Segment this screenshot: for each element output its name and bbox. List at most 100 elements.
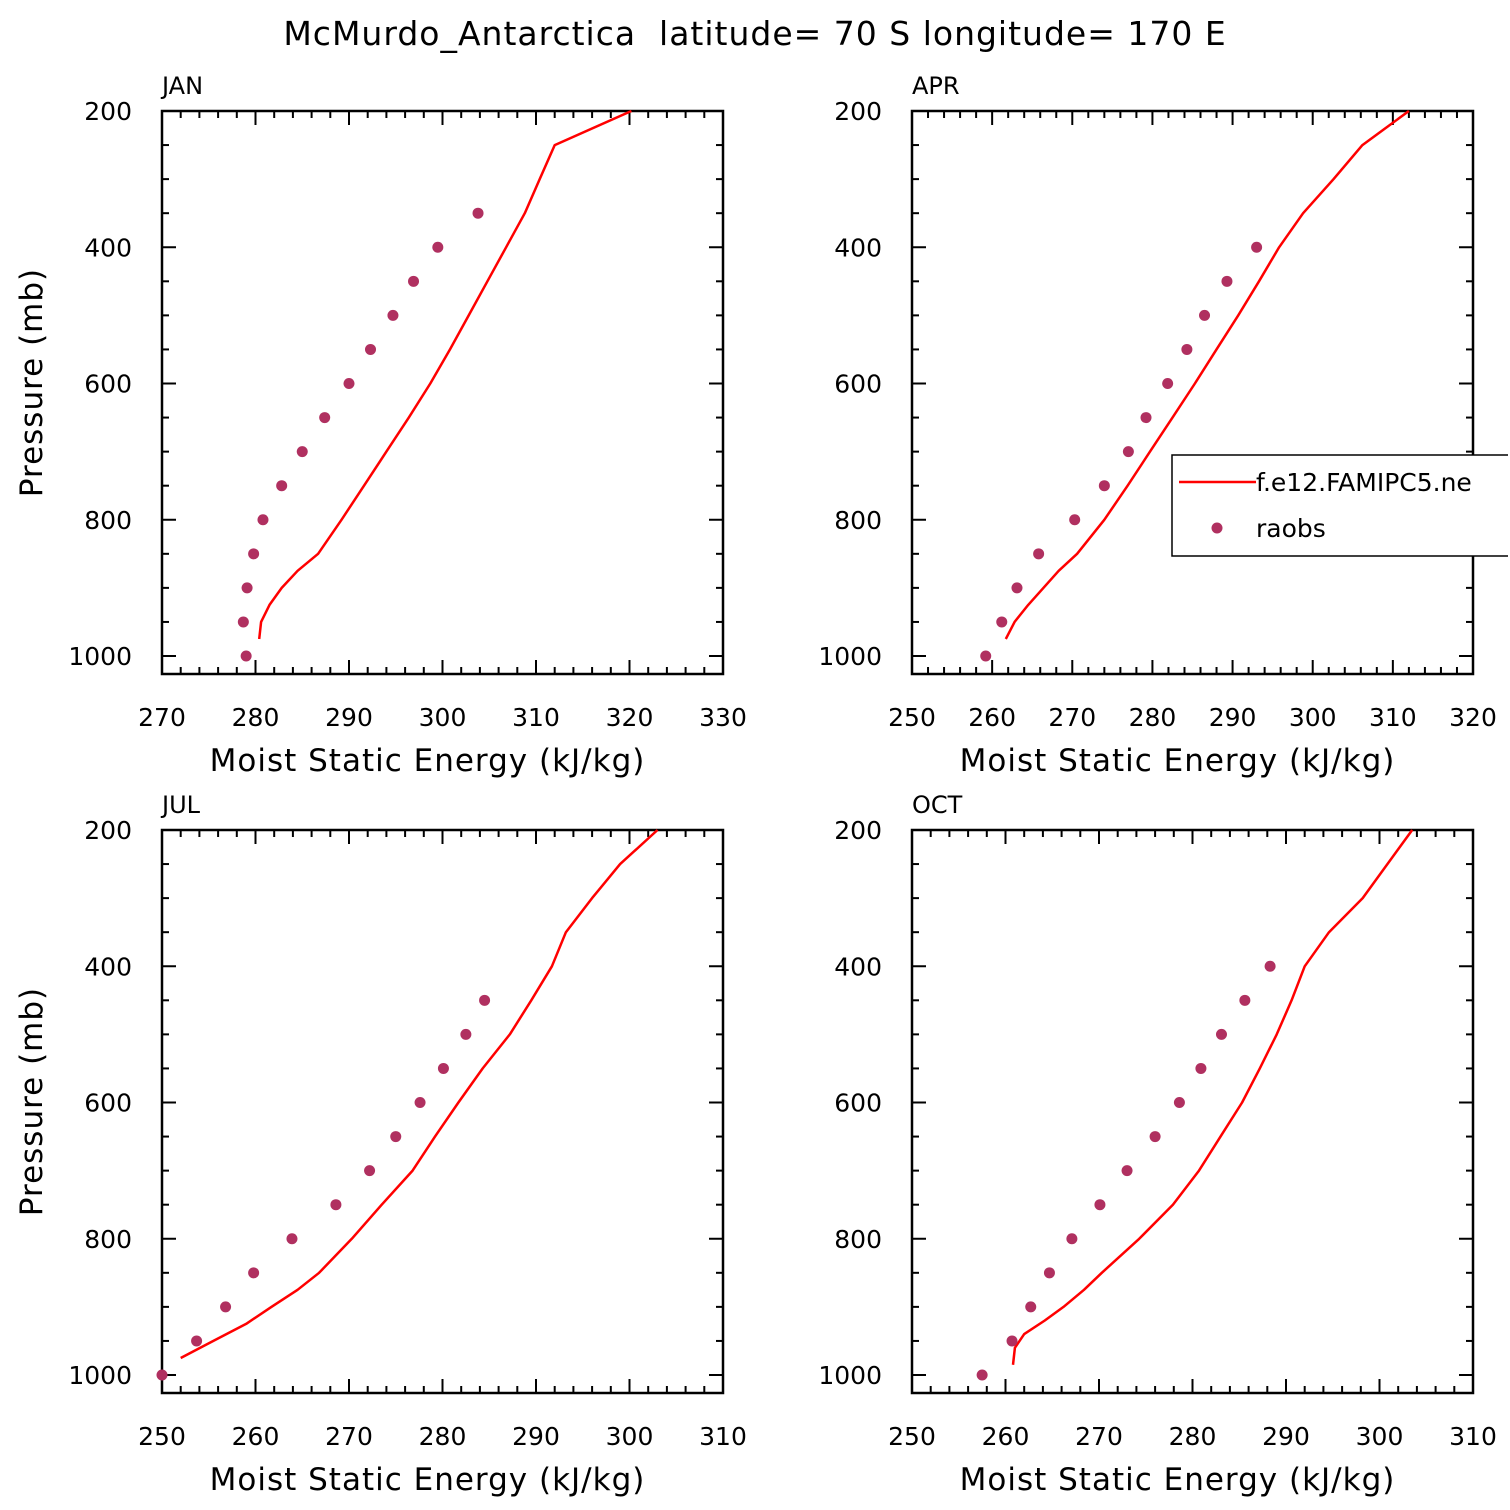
- plot-frame: [910, 109, 1475, 676]
- x-ticks: [911, 111, 1474, 674]
- raobs-point: [980, 650, 992, 662]
- raobs-point: [248, 548, 260, 560]
- plot-frame: [160, 828, 725, 1395]
- x-tick-label: 290: [512, 1422, 560, 1451]
- raobs-point: [365, 343, 377, 355]
- raobs-point: [1239, 994, 1251, 1006]
- raobs-point: [1006, 1335, 1018, 1347]
- raobs-point: [1162, 378, 1174, 389]
- legend-frame: [1171, 454, 1508, 557]
- y-tick-label: 600: [834, 370, 882, 399]
- x-tick-label: 270: [1048, 703, 1096, 732]
- x-tick-label: 300: [606, 1422, 654, 1451]
- raobs-point: [1069, 514, 1081, 526]
- model-line-oct: [1011, 829, 1414, 1365]
- y-tick-label: 200: [834, 97, 882, 126]
- x-ticks: [161, 111, 724, 674]
- raobs-point: [437, 1062, 449, 1074]
- figure-title: McMurdo_Antarctica latitude= 70 S longit…: [283, 14, 1226, 53]
- y-axis-title: Pressure (mb): [14, 987, 50, 1216]
- raobs-point: [296, 446, 308, 458]
- panel-title: APR: [912, 72, 960, 100]
- x-tick-label: 320: [1449, 703, 1497, 732]
- x-tick-label: 290: [325, 703, 373, 732]
- panel-title: JAN: [160, 72, 203, 100]
- y-tick-label: 800: [834, 1225, 882, 1254]
- x-tick-label: 290: [1262, 1422, 1310, 1451]
- panel-title: JUL: [160, 791, 201, 819]
- x-tick-label: 300: [1289, 703, 1337, 732]
- x-tick-label: 250: [138, 1422, 186, 1451]
- y-tick-label: 600: [834, 1089, 882, 1118]
- raobs-point: [1121, 1165, 1133, 1177]
- x-tick-label: 320: [606, 703, 654, 732]
- legend-label: raobs: [1256, 514, 1326, 543]
- x-tick-label: 270: [1075, 1422, 1123, 1451]
- model-line-apr: [1004, 109, 1410, 640]
- x-tick-label: 280: [232, 703, 280, 732]
- raobs-point: [472, 207, 484, 219]
- raobs-point: [1181, 343, 1193, 355]
- raobs-point: [387, 309, 399, 321]
- y-tick-label: 1000: [818, 642, 882, 671]
- raobs-point: [319, 412, 331, 424]
- raobs-point: [479, 994, 491, 1006]
- legend-box: f.e12.FAMIPC5.ne raobs: [1171, 454, 1508, 557]
- raobs-point: [1066, 1233, 1078, 1245]
- y-tick-label: 200: [84, 816, 132, 845]
- raobs-point: [240, 650, 252, 662]
- y-tick-label: 400: [834, 233, 882, 262]
- x-tick-label: 300: [419, 703, 467, 732]
- raobs-point: [1199, 309, 1211, 321]
- x-ticks: [911, 830, 1474, 1393]
- raobs-point: [286, 1233, 298, 1245]
- x-tick-label: 260: [982, 1422, 1030, 1451]
- x-tick-label: 250: [888, 1422, 936, 1451]
- y-tick-label: 800: [84, 1225, 132, 1254]
- raobs-point: [1033, 548, 1045, 560]
- x-tick-label: 270: [325, 1422, 373, 1451]
- panel-jan: 270 280 290 300 310 320 330 200 400 600 800 1000 JAN…: [14, 72, 747, 779]
- raobs-markers-jan: [237, 207, 484, 662]
- x-tick-label: 310: [512, 703, 560, 732]
- raobs-point: [1173, 1097, 1185, 1108]
- x-tick-label: 330: [699, 703, 747, 732]
- raobs-point: [1221, 275, 1233, 287]
- raobs-point: [390, 1131, 402, 1143]
- legend-label: f.e12.FAMIPC5.ne: [1256, 468, 1472, 497]
- y-ticks: [912, 110, 1473, 657]
- plot-frame: [910, 828, 1475, 1395]
- raobs-markers-jul: [156, 994, 491, 1381]
- x-tick-label: 310: [1369, 703, 1417, 732]
- panel-jul: 250 260 270 280 290 300 310 200 400 600 800 1000 JUL…: [14, 791, 747, 1498]
- x-tick-label: 280: [1169, 1422, 1217, 1451]
- x-tick-label: 260: [232, 1422, 280, 1451]
- y-tick-label: 400: [834, 952, 882, 981]
- panel-title: OCT: [912, 791, 963, 819]
- y-tick-label: 600: [84, 1089, 132, 1118]
- y-tick-label: 200: [84, 97, 132, 126]
- raobs-point: [976, 1369, 988, 1381]
- x-axis-title: Moist Static Energy (kJ/kg): [210, 1462, 646, 1498]
- raobs-point: [191, 1335, 203, 1347]
- raobs-point: [1122, 446, 1134, 458]
- raobs-point: [408, 275, 420, 287]
- raobs-point: [330, 1199, 342, 1211]
- y-tick-label: 200: [834, 816, 882, 845]
- raobs-point: [237, 616, 249, 628]
- legend-marker-swatch: [1211, 522, 1223, 534]
- y-ticks: [912, 829, 1473, 1376]
- x-axis-title: Moist Static Energy (kJ/kg): [210, 743, 646, 779]
- x-tick-label: 280: [1129, 703, 1177, 732]
- x-axis-title: Moist Static Energy (kJ/kg): [960, 743, 1396, 779]
- x-tick-label: 270: [138, 703, 186, 732]
- y-tick-label: 400: [84, 233, 132, 262]
- y-ticks: [162, 110, 723, 657]
- y-ticks: [162, 829, 723, 1376]
- model-line-jul: [180, 829, 659, 1360]
- panels: 270 280 290 300 310 320 330 200 400 600 800 1000 JAN…: [14, 72, 1497, 1498]
- raobs-point: [343, 378, 355, 389]
- raobs-point: [1215, 1028, 1227, 1040]
- raobs-point: [257, 514, 269, 526]
- raobs-point: [432, 241, 444, 253]
